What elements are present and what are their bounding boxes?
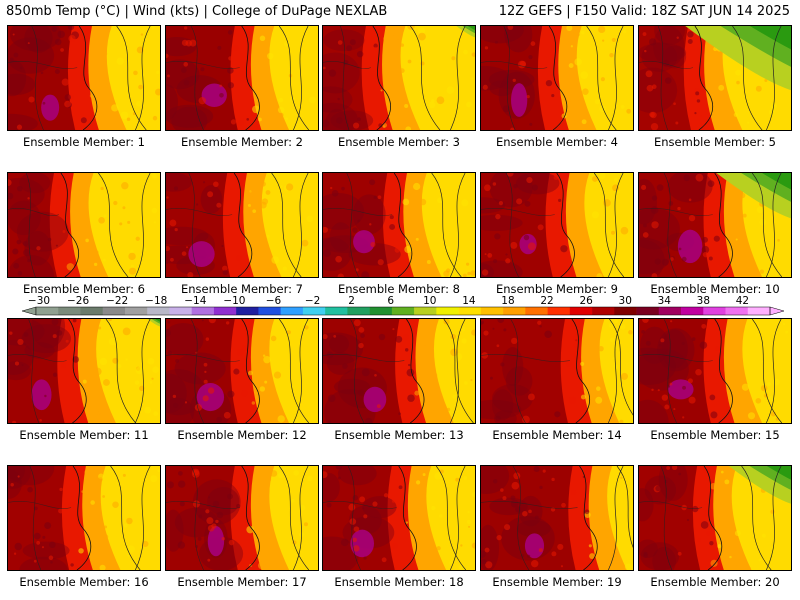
colorbar-swatch bbox=[614, 307, 637, 315]
ensemble-member-map-16 bbox=[7, 465, 161, 571]
colorbar-swatch bbox=[747, 307, 771, 315]
colorbar-swatch bbox=[236, 307, 259, 315]
colorbar-swatch bbox=[258, 307, 281, 315]
ensemble-member-label: Ensemble Member: 13 bbox=[334, 428, 464, 442]
ensemble-member-map-12 bbox=[165, 318, 319, 424]
colorbar-swatch bbox=[391, 307, 415, 315]
ensemble-member-map-13 bbox=[322, 318, 476, 424]
colorbar-tick-label: 18 bbox=[501, 296, 514, 307]
colorbar-tick-label: −22 bbox=[106, 296, 128, 307]
colorbar-swatch bbox=[191, 307, 215, 315]
ensemble-member-label: Ensemble Member: 9 bbox=[496, 282, 618, 296]
ensemble-member-map-1 bbox=[7, 25, 161, 131]
ensemble-member-label: Ensemble Member: 16 bbox=[19, 575, 149, 589]
colorbar-tick-label: −10 bbox=[223, 296, 245, 307]
colorbar-swatch bbox=[725, 307, 749, 315]
colorbar-swatch bbox=[458, 307, 482, 315]
map-title: 850mb Temp (°C) | Wind (kts) | College o… bbox=[6, 4, 388, 19]
ensemble-member-label: Ensemble Member: 14 bbox=[492, 428, 622, 442]
colorbar-tick-label: −18 bbox=[145, 296, 167, 307]
ensemble-member-map-8 bbox=[322, 172, 476, 278]
ensemble-member-map-15 bbox=[638, 318, 792, 424]
ensemble-member-map-14 bbox=[480, 318, 634, 424]
colorbar-swatch bbox=[658, 307, 682, 315]
colorbar-border bbox=[35, 306, 771, 316]
ensemble-member-map-11 bbox=[7, 318, 161, 424]
colorbar-swatch bbox=[681, 307, 704, 315]
ensemble-member-map-18 bbox=[322, 465, 476, 571]
colorbar-swatch bbox=[347, 307, 370, 315]
colorbar-tick-label: 22 bbox=[540, 296, 553, 307]
ensemble-member-label: Ensemble Member: 5 bbox=[654, 135, 776, 149]
ensemble-member-label: Ensemble Member: 4 bbox=[496, 135, 618, 149]
ensemble-member-label: Ensemble Member: 12 bbox=[177, 428, 307, 442]
colorbar-tick-label: −30 bbox=[28, 296, 50, 307]
colorbar-swatch bbox=[436, 307, 459, 315]
ensemble-member-label: Ensemble Member: 3 bbox=[338, 135, 460, 149]
ensemble-member-map-7 bbox=[165, 172, 319, 278]
colorbar-swatch bbox=[480, 307, 504, 315]
colorbar-tick-label: 30 bbox=[619, 296, 632, 307]
ensemble-member-label: Ensemble Member: 19 bbox=[492, 575, 622, 589]
colorbar-swatch bbox=[325, 307, 348, 315]
colorbar-arrow-low bbox=[22, 306, 37, 316]
colorbar-swatch bbox=[569, 307, 593, 315]
colorbar-swatch bbox=[213, 307, 237, 315]
temperature-colorbar: −30 −26 −22 −18 −14 −10 −6 −2 2 6 10 14 18 22 26 30 34 38… bbox=[22, 296, 785, 316]
colorbar-tick-label: 14 bbox=[462, 296, 476, 307]
colorbar-tick-label: 10 bbox=[423, 296, 436, 307]
colorbar-tick-label: 6 bbox=[387, 296, 394, 307]
ensemble-member-label: Ensemble Member: 10 bbox=[650, 282, 780, 296]
colorbar-arrow-high bbox=[769, 306, 785, 316]
ensemble-member-map-20 bbox=[638, 465, 792, 571]
ensemble-member-label: Ensemble Member: 7 bbox=[181, 282, 303, 296]
ensemble-member-map-9 bbox=[480, 172, 634, 278]
colorbar-tick-label: 2 bbox=[348, 296, 355, 307]
ensemble-member-label: Ensemble Member: 2 bbox=[181, 135, 303, 149]
colorbar-swatch bbox=[124, 307, 148, 315]
colorbar-swatch bbox=[102, 307, 126, 315]
colorbar-swatch bbox=[169, 307, 192, 315]
colorbar-swatch bbox=[369, 307, 393, 315]
colorbar-swatch bbox=[414, 307, 437, 315]
colorbar-swatch bbox=[503, 307, 526, 315]
ensemble-member-label: Ensemble Member: 1 bbox=[23, 135, 145, 149]
ensemble-member-map-17 bbox=[165, 465, 319, 571]
ensemble-member-label: Ensemble Member: 17 bbox=[177, 575, 307, 589]
ensemble-member-map-19 bbox=[480, 465, 634, 571]
colorbar-tick-label: 34 bbox=[658, 296, 672, 307]
ensemble-member-label: Ensemble Member: 15 bbox=[650, 428, 780, 442]
model-run-valid-time: 12Z GEFS | F150 Valid: 18Z SAT JUN 14 20… bbox=[498, 4, 790, 19]
ensemble-member-map-5 bbox=[638, 25, 792, 131]
colorbar-swatch bbox=[547, 307, 571, 315]
colorbar-tick-label: −26 bbox=[67, 296, 89, 307]
colorbar-swatch bbox=[636, 307, 660, 315]
colorbar-swatch bbox=[280, 307, 304, 315]
ensemble-member-map-6 bbox=[7, 172, 161, 278]
colorbar-swatch bbox=[703, 307, 726, 315]
colorbar-tick-label: −14 bbox=[184, 296, 206, 307]
ensemble-member-label: Ensemble Member: 18 bbox=[334, 575, 464, 589]
ensemble-member-label: Ensemble Member: 6 bbox=[23, 282, 145, 296]
colorbar-tick-label: 26 bbox=[579, 296, 593, 307]
ensemble-member-label: Ensemble Member: 8 bbox=[338, 282, 460, 296]
ensemble-member-map-10 bbox=[638, 172, 792, 278]
colorbar-swatch bbox=[525, 307, 548, 315]
colorbar-tick-label: 38 bbox=[697, 296, 710, 307]
colorbar-swatch bbox=[58, 307, 81, 315]
ensemble-member-map-2 bbox=[165, 25, 319, 131]
colorbar-swatch bbox=[36, 307, 59, 315]
colorbar-tick-label: −2 bbox=[305, 296, 320, 307]
ensemble-member-map-4 bbox=[480, 25, 634, 131]
colorbar-tick-label: 42 bbox=[736, 296, 749, 307]
colorbar-swatch bbox=[302, 307, 326, 315]
colorbar-tick-label: −6 bbox=[266, 296, 282, 307]
ensemble-member-label: Ensemble Member: 11 bbox=[19, 428, 149, 442]
ensemble-member-label: Ensemble Member: 20 bbox=[650, 575, 780, 589]
colorbar-swatch bbox=[592, 307, 615, 315]
colorbar-swatch bbox=[80, 307, 104, 315]
ensemble-member-map-3 bbox=[322, 25, 476, 131]
colorbar-swatch bbox=[147, 307, 170, 315]
